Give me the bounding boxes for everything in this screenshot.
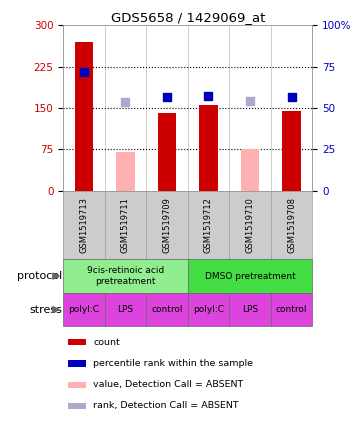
Text: GSM1519713: GSM1519713 <box>79 197 88 253</box>
Bar <box>68 382 86 388</box>
Text: polyI:C: polyI:C <box>69 305 99 314</box>
FancyBboxPatch shape <box>188 259 312 293</box>
Title: GDS5658 / 1429069_at: GDS5658 / 1429069_at <box>110 11 265 24</box>
Text: GSM1519711: GSM1519711 <box>121 197 130 253</box>
Text: LPS: LPS <box>117 305 134 314</box>
Point <box>205 93 211 99</box>
Text: polyI:C: polyI:C <box>193 305 224 314</box>
Point <box>247 98 253 105</box>
Bar <box>158 113 176 191</box>
FancyBboxPatch shape <box>146 293 188 326</box>
Text: percentile rank within the sample: percentile rank within the sample <box>93 359 253 368</box>
FancyBboxPatch shape <box>63 259 188 293</box>
Bar <box>68 360 86 367</box>
Text: GSM1519712: GSM1519712 <box>204 197 213 253</box>
FancyBboxPatch shape <box>188 293 229 326</box>
Text: GSM1519710: GSM1519710 <box>245 197 255 253</box>
FancyBboxPatch shape <box>271 293 312 326</box>
Text: control: control <box>276 305 307 314</box>
Text: 9cis-retinoic acid
pretreatment: 9cis-retinoic acid pretreatment <box>87 266 164 286</box>
Bar <box>116 152 135 191</box>
Point <box>288 93 294 100</box>
FancyBboxPatch shape <box>229 293 271 326</box>
Text: count: count <box>93 338 120 347</box>
Text: DMSO pretreatment: DMSO pretreatment <box>205 272 295 281</box>
Point <box>164 93 170 100</box>
Bar <box>241 149 259 191</box>
FancyBboxPatch shape <box>63 293 105 326</box>
Text: LPS: LPS <box>242 305 258 314</box>
Point <box>122 99 129 106</box>
Text: value, Detection Call = ABSENT: value, Detection Call = ABSENT <box>93 380 243 389</box>
Text: rank, Detection Call = ABSENT: rank, Detection Call = ABSENT <box>93 401 239 410</box>
Text: control: control <box>151 305 183 314</box>
Text: stress: stress <box>30 305 62 315</box>
Point <box>81 69 87 76</box>
Bar <box>75 42 93 191</box>
Bar <box>282 111 301 191</box>
Bar <box>199 105 218 191</box>
Bar <box>68 403 86 409</box>
Text: protocol: protocol <box>17 271 62 281</box>
Text: GSM1519709: GSM1519709 <box>162 197 171 253</box>
Bar <box>68 339 86 345</box>
Text: GSM1519708: GSM1519708 <box>287 197 296 253</box>
FancyBboxPatch shape <box>105 293 146 326</box>
